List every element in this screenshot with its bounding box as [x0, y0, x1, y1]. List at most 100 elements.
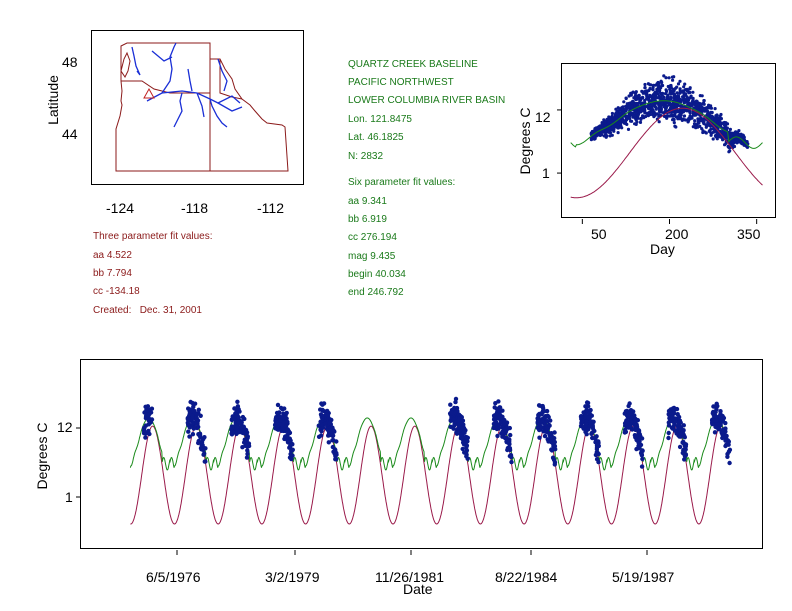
six-param-begin: begin 40.034	[348, 269, 406, 280]
date-data-point	[713, 418, 719, 423]
date-data-point	[623, 429, 629, 435]
date-data-point	[671, 407, 677, 412]
date-data-point	[196, 407, 201, 412]
date-data-point	[723, 420, 728, 426]
map-river	[209, 98, 228, 128]
day-data-point	[627, 105, 631, 109]
day-data-point	[688, 90, 692, 95]
day-data-point	[610, 111, 614, 116]
three-param-bb: bb 7.794	[93, 268, 132, 279]
day-data-point	[600, 121, 604, 125]
day-data-point	[630, 119, 634, 123]
day-data-point	[609, 119, 613, 123]
day-data-point	[615, 112, 619, 116]
day-data-point	[622, 119, 626, 123]
day-data-point	[610, 114, 614, 118]
three-param-title: Three parameter fit values:	[93, 231, 213, 242]
date-data-point	[190, 432, 196, 437]
map-ytick-44: 44	[62, 126, 78, 142]
day-data-point	[671, 118, 675, 122]
map-ytick-48: 48	[62, 54, 78, 70]
day-data-point	[599, 132, 603, 136]
day-data-point	[608, 116, 612, 120]
day-data-point	[685, 99, 689, 103]
day-data-point	[665, 104, 669, 108]
date-data-point	[185, 417, 191, 422]
day-data-point	[655, 112, 659, 116]
day-data-point	[711, 137, 715, 141]
day-data-point	[699, 103, 703, 107]
day-data-point	[723, 143, 727, 147]
date-data-point	[493, 401, 498, 406]
six-param-title: Six parameter fit values:	[348, 177, 456, 188]
date-data-point	[676, 423, 681, 428]
day-data-point	[682, 85, 686, 89]
date-xtick-1987: 5/19/1987	[612, 569, 675, 585]
date-data-point	[634, 446, 639, 452]
date-data-point	[290, 442, 295, 447]
day-data-point	[720, 130, 724, 134]
day-data-point	[618, 122, 622, 126]
day-data-point	[595, 127, 599, 131]
date-data-point	[274, 426, 280, 432]
day-data-point	[660, 101, 664, 105]
date-data-point	[595, 442, 600, 447]
date-data-point	[278, 405, 284, 411]
day-data-point	[683, 82, 687, 86]
date-data-point	[236, 421, 241, 426]
day-data-point	[697, 121, 701, 125]
date-data-point	[325, 408, 330, 414]
date-data-point	[192, 425, 197, 431]
day-data-point	[698, 124, 702, 128]
day-ytick-1: 1	[542, 165, 550, 181]
map-wa-or-border	[121, 80, 210, 94]
date-data-point	[235, 399, 240, 404]
date-data-point	[637, 436, 642, 441]
date-chart-panel	[76, 359, 763, 555]
day-data-point	[719, 116, 723, 121]
day-data-point	[709, 133, 713, 137]
day-data-point	[664, 76, 668, 80]
date-data-point	[546, 439, 551, 444]
date-data-point	[549, 447, 554, 452]
date-data-point	[539, 425, 544, 430]
day-data-point	[590, 131, 594, 135]
date-data-point	[675, 412, 680, 417]
day-data-point	[614, 107, 618, 111]
map-svg	[115, 42, 289, 172]
map-river	[187, 68, 193, 92]
day-data-point	[717, 134, 721, 138]
day-data-point	[651, 88, 655, 92]
date-data-point	[682, 453, 688, 459]
day-data-point	[635, 97, 639, 101]
date-data-point	[202, 459, 207, 464]
day-data-point	[686, 119, 691, 123]
date-points-group	[141, 396, 733, 469]
date-data-point	[721, 415, 727, 421]
day-three-param-fit-line	[570, 107, 763, 199]
day-data-point	[657, 106, 661, 110]
day-data-point	[651, 94, 655, 98]
date-data-point	[276, 422, 282, 427]
site-region: PACIFIC NORTHWEST	[348, 77, 454, 88]
date-data-point	[199, 443, 205, 448]
day-data-point	[696, 103, 700, 107]
day-data-point	[606, 130, 611, 134]
day-data-point	[650, 106, 654, 110]
day-data-point	[695, 100, 699, 104]
day-data-point	[714, 133, 718, 137]
map-river	[196, 92, 205, 118]
date-data-point	[326, 432, 331, 438]
day-data-point	[682, 114, 687, 118]
map-river	[146, 90, 241, 104]
date-data-point	[285, 419, 290, 425]
date-data-point	[495, 433, 500, 439]
date-data-point	[629, 415, 634, 420]
date-data-point	[718, 417, 723, 422]
day-data-point	[692, 113, 696, 117]
day-data-point	[682, 91, 686, 96]
date-data-point	[464, 454, 469, 459]
date-data-point	[501, 430, 506, 435]
map-river	[173, 92, 183, 128]
date-data-point	[552, 439, 557, 445]
